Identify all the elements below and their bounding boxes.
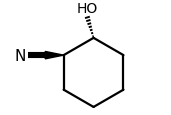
Polygon shape (45, 52, 64, 59)
Text: N: N (15, 48, 26, 63)
Text: HO: HO (76, 2, 98, 16)
